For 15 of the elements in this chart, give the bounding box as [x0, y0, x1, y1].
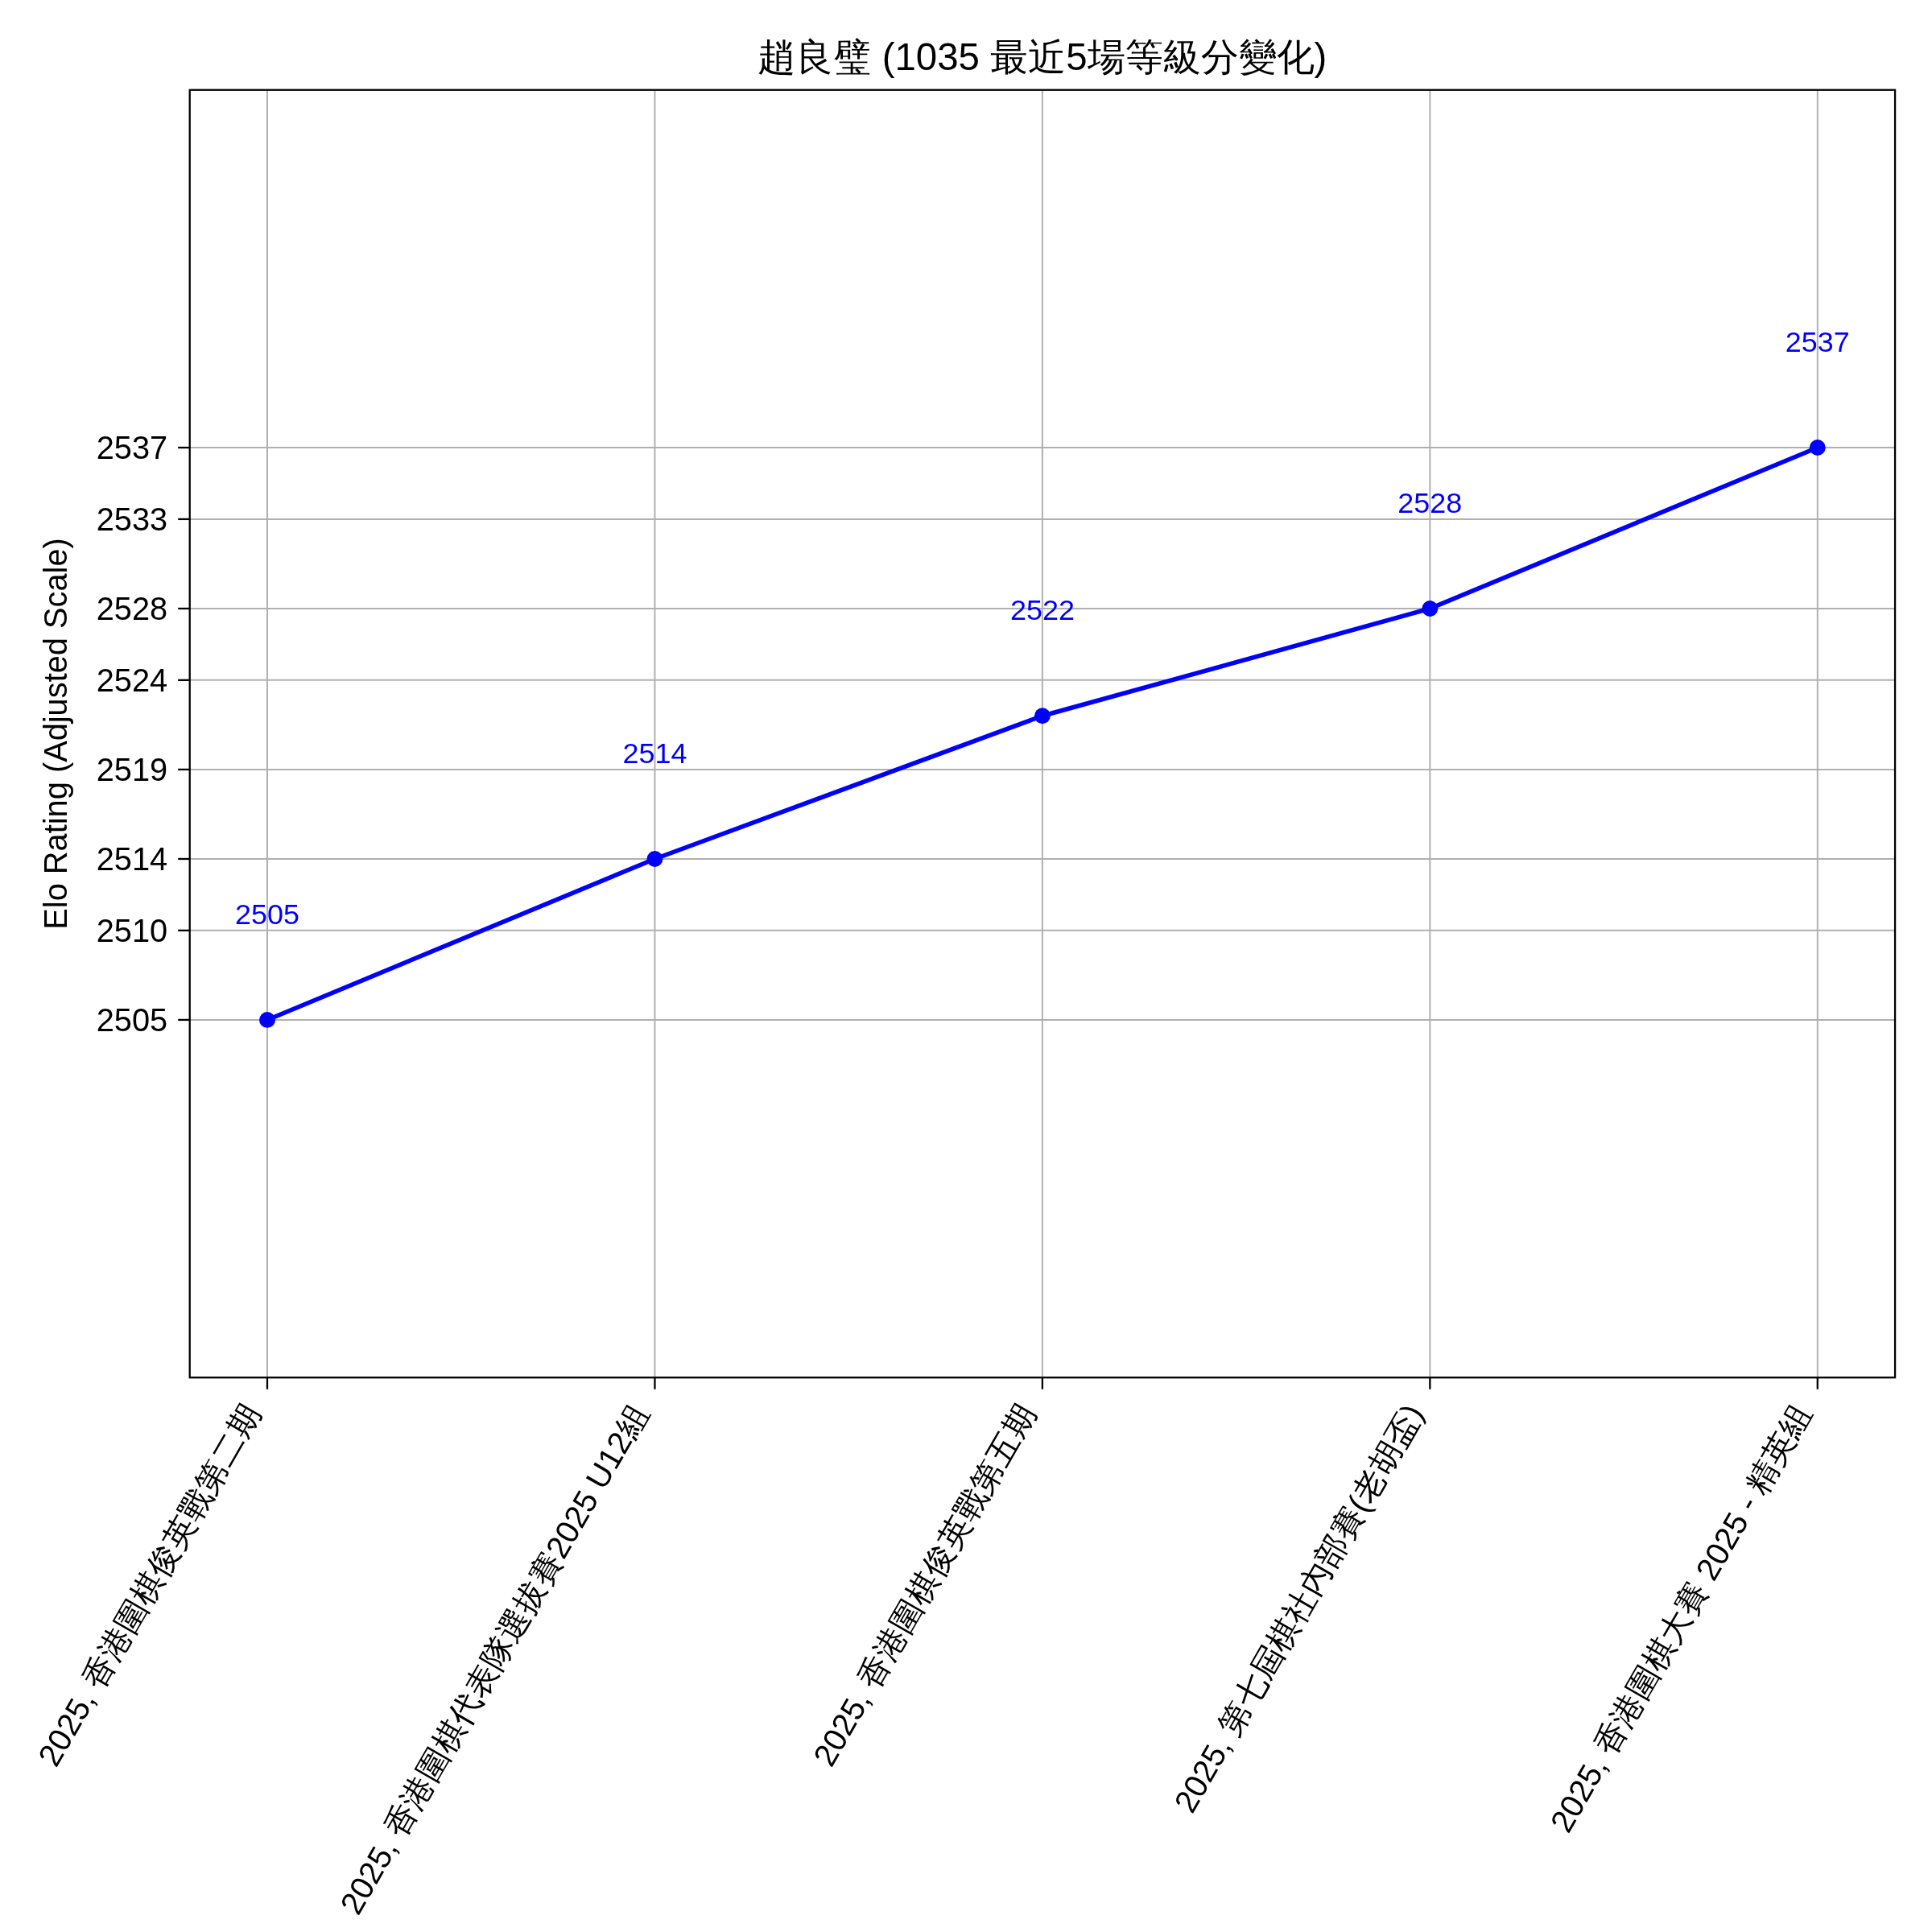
y-tick-label: 2533	[96, 501, 168, 537]
y-tick-label: 2528	[96, 590, 168, 626]
data-label: 2522	[1009, 592, 1075, 626]
data-label: 2528	[1397, 485, 1463, 519]
y-tick-label: 2524	[96, 662, 168, 698]
data-label: 2514	[622, 736, 687, 770]
y-tick-label: 2510	[96, 912, 168, 948]
data-label: 2505	[235, 897, 299, 931]
y-tick-label: 2537	[96, 429, 168, 465]
y-tick-label: 2519	[96, 751, 168, 787]
y-tick-label: 2514	[96, 840, 168, 877]
chart-title: 趙良璧 (1035 最近5場等級分變化)	[758, 35, 1327, 79]
y-axis-title: Elo Rating (Adjusted Scale)	[37, 538, 73, 930]
y-tick-label: 2505	[96, 1001, 168, 1038]
data-label: 2537	[1785, 324, 1850, 358]
